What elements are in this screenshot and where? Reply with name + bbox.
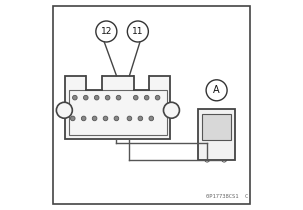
Circle shape [96, 21, 117, 42]
Text: 0P17738CS1  C: 0P17738CS1 C [206, 194, 248, 200]
Bar [65, 76, 170, 139]
Circle shape [94, 95, 99, 100]
Circle shape [116, 95, 121, 100]
Circle shape [138, 116, 143, 121]
Bar [202, 114, 231, 140]
Circle shape [103, 116, 108, 121]
Circle shape [82, 116, 86, 121]
Text: A: A [213, 85, 220, 95]
Circle shape [127, 21, 148, 42]
Circle shape [56, 102, 72, 118]
Bar [198, 109, 235, 160]
Circle shape [114, 116, 119, 121]
Bar [134, 74, 149, 90]
Circle shape [221, 157, 227, 162]
Bar [86, 74, 102, 90]
Circle shape [164, 102, 179, 118]
Circle shape [206, 80, 227, 101]
Bar [69, 90, 167, 135]
Circle shape [105, 95, 110, 100]
Circle shape [72, 95, 77, 100]
Circle shape [205, 157, 210, 162]
Text: 11: 11 [132, 27, 144, 36]
Circle shape [83, 95, 88, 100]
Circle shape [133, 95, 138, 100]
Text: 12: 12 [101, 27, 112, 36]
Circle shape [149, 116, 154, 121]
Circle shape [92, 116, 97, 121]
Circle shape [70, 116, 75, 121]
Circle shape [155, 95, 160, 100]
Circle shape [144, 95, 149, 100]
Circle shape [127, 116, 132, 121]
